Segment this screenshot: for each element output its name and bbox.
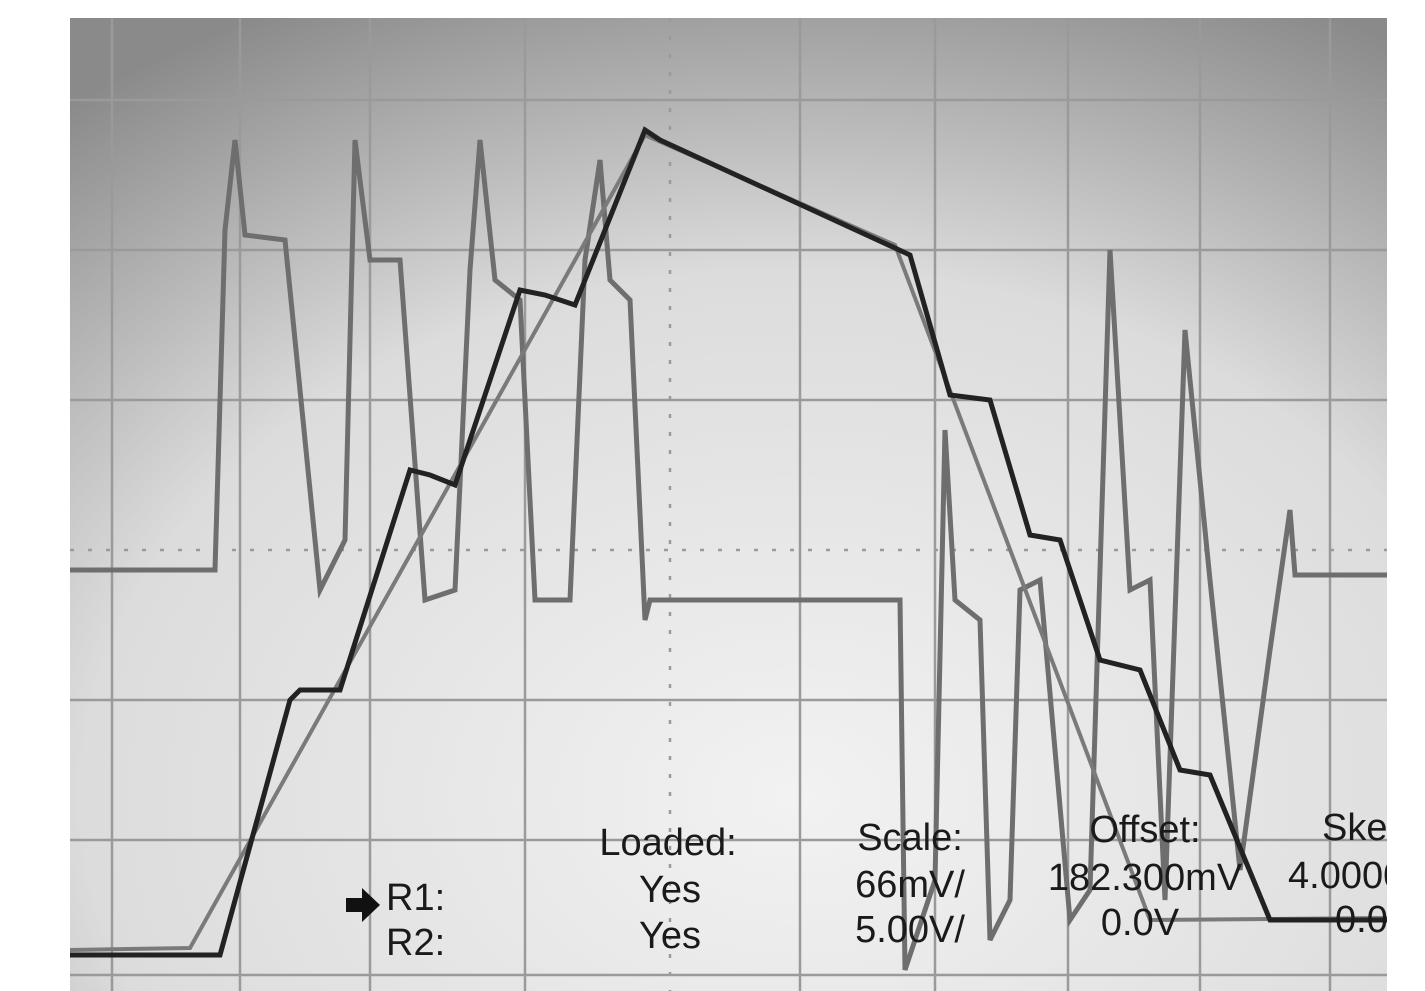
header-skew: Skew	[1322, 807, 1415, 849]
scale-cell: 66mV/	[855, 864, 965, 906]
offset-cell: 0.0V	[1101, 902, 1180, 944]
screen: Loaded: Scale: Offset: Skew R1: Yes 66mV…	[70, 18, 1415, 991]
header-scale: Scale:	[857, 817, 963, 859]
scale-cell: 5.00V/	[855, 909, 965, 951]
row-label: R2:	[386, 922, 445, 964]
loaded-cell: Yes	[639, 869, 701, 911]
row-label: R1:	[386, 877, 445, 919]
oscilloscope-photo: Loaded: Scale: Offset: Skew R1: Yes 66mV…	[0, 0, 1425, 991]
offset-cell: 182.300mV	[1048, 857, 1243, 899]
header-offset: Offset:	[1089, 809, 1200, 851]
header-loaded: Loaded:	[599, 822, 736, 864]
page: Loaded: Scale: Offset: Skew R1: Yes 66mV…	[0, 0, 1425, 991]
skew-cell: 4.0000	[1288, 855, 1404, 897]
skew-cell: 0.0	[1335, 899, 1388, 941]
loaded-cell: Yes	[639, 915, 701, 957]
